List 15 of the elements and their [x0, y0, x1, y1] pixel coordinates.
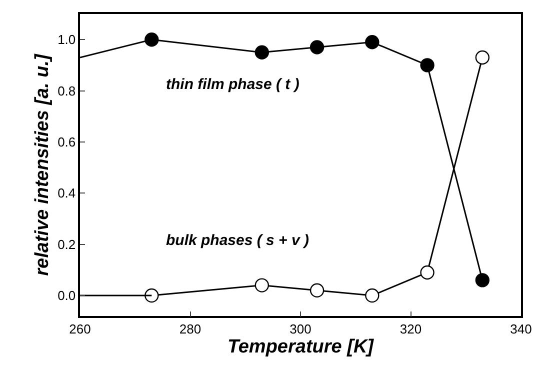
annotation: bulk phases ( s + v ) — [166, 232, 309, 249]
y-tick-label: 1.0 — [58, 32, 76, 48]
x-axis-title: Temperature [K] — [227, 336, 374, 358]
x-tick-label: 340 — [510, 321, 532, 336]
annotation: thin film phase ( t ) — [166, 76, 300, 93]
x-tick-label: 260 — [69, 321, 91, 336]
x-tick-label: 320 — [400, 321, 422, 336]
y-tick-label: 0.0 — [58, 288, 76, 304]
y-tick-label: 0.6 — [58, 134, 76, 150]
x-tick-label: 300 — [290, 321, 312, 336]
y-tick-label: 0.2 — [58, 236, 76, 252]
y-axis-title: relative intensities [a. u.] — [32, 53, 53, 276]
y-tick-label: 0.4 — [58, 186, 76, 201]
x-tick-label: 280 — [179, 321, 202, 336]
y-tick-label: 0.8 — [58, 83, 76, 98]
